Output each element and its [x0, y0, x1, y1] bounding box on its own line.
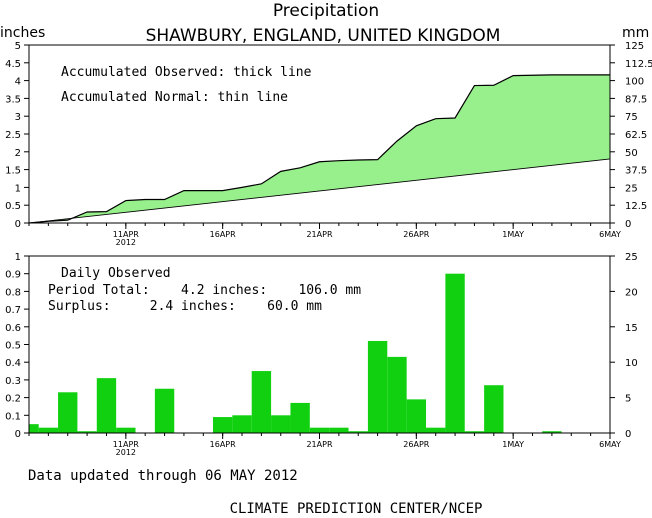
y-right-tick-label: 5: [625, 394, 631, 405]
y-left-tick-label: 0.5: [5, 341, 21, 352]
daily-bar: [77, 431, 97, 433]
daily-bar: [232, 415, 252, 433]
x-tick-label: 1MAY: [502, 440, 524, 449]
daily-bar: [58, 392, 78, 433]
daily-bar: [367, 340, 388, 433]
x-tick-label: 6MAY: [599, 230, 621, 239]
daily-bar: [290, 402, 310, 433]
y-left-tick-label: 0.6: [5, 323, 21, 334]
period-total-line: Period Total: 4.2 inches: 106.0 mm: [48, 283, 361, 298]
daily-bar: [329, 427, 349, 433]
updated-text: Data updated through 06 MAY 2012: [28, 468, 298, 484]
x-tick-label: 11APR: [113, 440, 139, 449]
y-left-tick-label: 0.2: [5, 394, 21, 405]
daily-bar: [348, 431, 368, 433]
y-left-tick-label: 1: [15, 183, 21, 194]
y-left-tick-label: 2.5: [5, 130, 21, 141]
daily-bar: [445, 273, 465, 433]
x-tick-year: 2012: [116, 238, 136, 247]
daily-bar: [251, 371, 272, 433]
daily-bar: [426, 427, 446, 433]
x-tick-label: 1MAY: [502, 230, 524, 239]
daily-bar: [406, 399, 427, 433]
y-left-tick-label: 3.5: [5, 94, 21, 105]
accumulated-normal-line: [28, 158, 611, 224]
x-tick-label: 26APR: [403, 230, 429, 239]
y-right-tick-label: 100: [625, 77, 644, 88]
y-right-tick-label: 87.5: [625, 94, 647, 105]
y-right-tick-label: 0: [625, 429, 631, 440]
y-right-tick-label: 25: [625, 183, 638, 194]
surplus-line: Surplus: 2.4 inches: 60.0 mm: [48, 299, 322, 314]
x-tick-label: 11APR: [113, 230, 139, 239]
daily-bar: [154, 388, 175, 433]
y-left-tick-label: 0.9: [5, 270, 21, 281]
accumulated-observed-line: [28, 74, 610, 224]
x-tick-label: 26APR: [403, 440, 429, 449]
daily-bar: [38, 427, 59, 433]
x-tick-label: 16APR: [210, 440, 236, 449]
accumulated-panel: 00.511.522.533.544.55012.52537.55062.575…: [5, 41, 652, 247]
daily-bar: [309, 427, 330, 433]
y-left-tick-label: 0: [15, 219, 21, 230]
y-right-tick-label: 20: [625, 287, 638, 298]
y-right-tick-label: 50: [625, 148, 638, 159]
x-tick-label: 21APR: [306, 440, 332, 449]
right-unit-label: mm: [622, 25, 649, 41]
y-right-tick-label: 125: [625, 41, 644, 52]
left-unit-label: inches: [0, 25, 45, 41]
y-left-tick-label: 4: [15, 77, 21, 88]
daily-heading: Daily Observed: [61, 266, 171, 281]
accum-normal-note: Accumulated Normal: thin line: [61, 90, 288, 105]
y-left-tick-label: 5: [15, 41, 21, 52]
daily-bar: [464, 431, 485, 433]
y-left-tick-label: 1: [15, 252, 21, 263]
y-right-tick-label: 37.5: [625, 166, 647, 177]
x-tick-label: 21APR: [306, 230, 332, 239]
y-right-tick-label: 62.5: [625, 130, 647, 141]
y-left-tick-label: 0.7: [5, 305, 21, 316]
accum-observed-note: Accumulated Observed: thick line: [61, 65, 312, 80]
x-tick-year: 2012: [116, 448, 136, 457]
daily-bar: [96, 378, 117, 433]
y-left-tick-label: 0.8: [5, 287, 21, 298]
daily-bar: [212, 417, 233, 433]
y-right-tick-label: 0: [625, 219, 631, 230]
y-right-tick-label: 12.5: [625, 201, 647, 212]
y-left-tick-label: 4.5: [5, 59, 21, 70]
y-left-tick-label: 3: [15, 112, 21, 123]
footer-credit: CLIMATE PREDICTION CENTER/NCEP: [230, 501, 483, 517]
y-left-tick-label: 0.4: [5, 358, 21, 369]
y-right-tick-label: 10: [625, 358, 638, 369]
daily-bar: [271, 415, 291, 433]
y-left-tick-label: 1.5: [5, 166, 21, 177]
daily-panel: 00.10.20.30.40.50.60.70.80.9105101520251…: [5, 252, 638, 457]
daily-bar: [484, 385, 504, 433]
daily-bar: [387, 356, 407, 433]
daily-bar: [29, 424, 39, 433]
x-tick-label: 16APR: [210, 230, 236, 239]
y-right-tick-label: 15: [625, 323, 638, 334]
y-right-tick-label: 75: [625, 112, 638, 123]
daily-bar: [542, 431, 562, 433]
chart-subtitle: SHAWBURY, ENGLAND, UNITED KINGDOM: [146, 26, 501, 46]
y-left-tick-label: 0: [15, 429, 21, 440]
accumulated-surplus-fill: [29, 74, 610, 224]
y-left-tick-label: 0.5: [5, 201, 21, 212]
y-left-tick-label: 0.1: [5, 411, 21, 422]
chart-title: Precipitation: [273, 1, 379, 21]
y-right-tick-label: 112.5: [625, 59, 652, 70]
y-left-tick-label: 2: [15, 148, 21, 159]
y-right-tick-label: 25: [625, 252, 638, 263]
y-left-tick-label: 0.3: [5, 376, 21, 387]
daily-bar: [116, 427, 136, 433]
x-tick-label: 6MAY: [599, 440, 621, 449]
